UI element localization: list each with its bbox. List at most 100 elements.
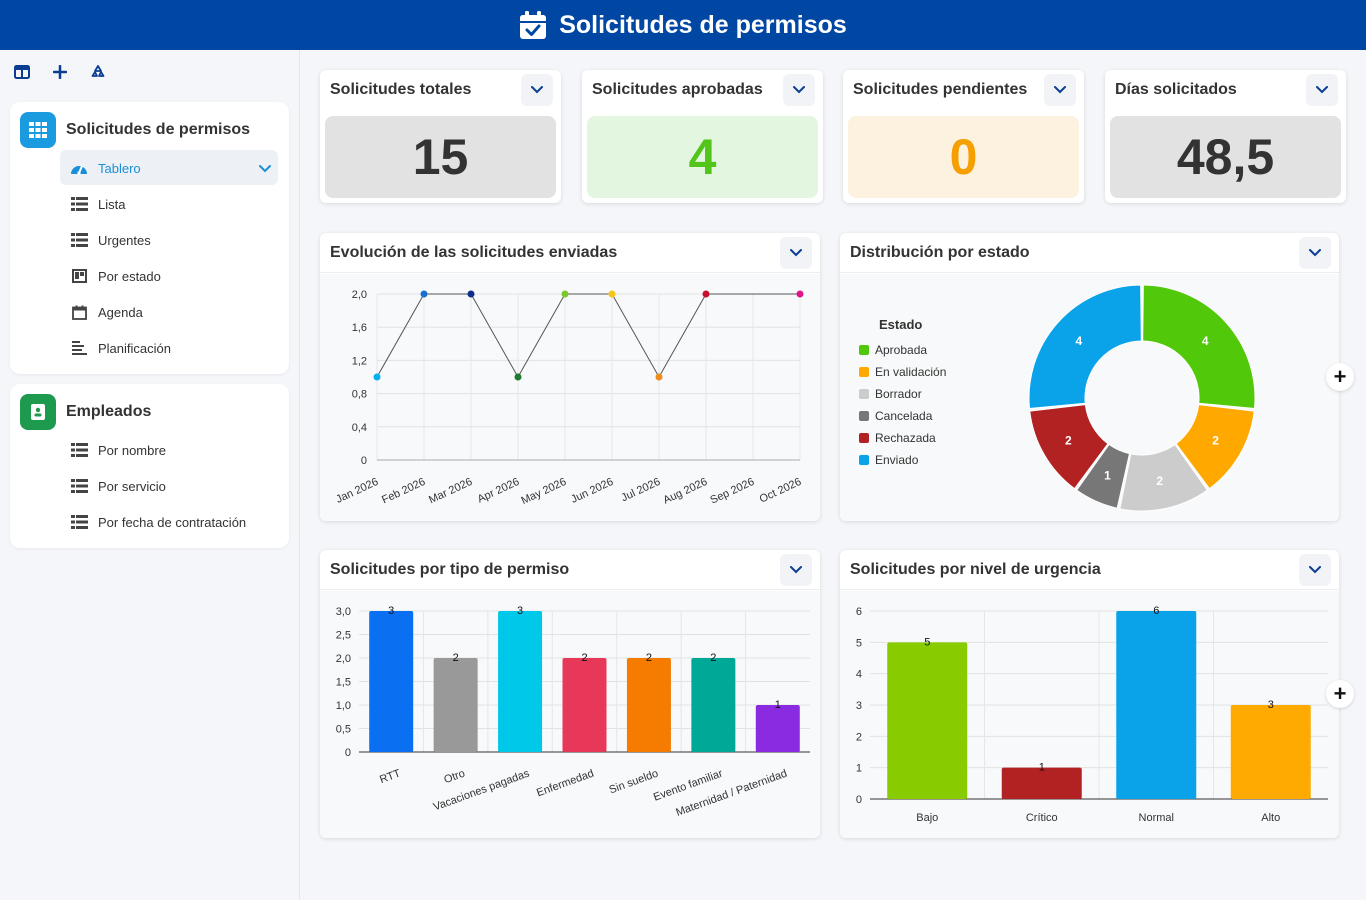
- card-menu-button[interactable]: [780, 553, 812, 586]
- chevron-down-icon: [1309, 565, 1321, 573]
- kpi-value: 4: [587, 116, 818, 198]
- y-tick-label: 1,0: [336, 700, 351, 712]
- add-widget-button[interactable]: +: [1326, 680, 1354, 708]
- chart-card-tipo-permiso: Solicitudes por tipo de permiso 3,0 2,5 2,…: [320, 550, 820, 838]
- plus-icon: +: [1333, 681, 1347, 706]
- legend-swatch: [859, 345, 869, 355]
- sidebar-item-agenda[interactable]: Agenda: [10, 294, 289, 330]
- x-tick-label: Bajo: [916, 812, 938, 824]
- toggle-panel-icon[interactable]: [12, 62, 32, 82]
- card-header: Distribución por estado: [840, 233, 1339, 273]
- bar-chart: 6 5 4 3 2 1 0 5 Bajo 1 Crítico 6 Normal 3 Alto: [856, 605, 1328, 824]
- card-menu-button[interactable]: [1299, 236, 1331, 269]
- x-tick-label: Crítico: [1026, 812, 1058, 824]
- gantt-icon: [70, 340, 88, 356]
- card-menu-button[interactable]: [1306, 74, 1338, 106]
- bar: [562, 658, 607, 752]
- bar: [626, 658, 671, 752]
- chevron-down-icon[interactable]: [259, 161, 271, 176]
- sidebar-item-por-nombre[interactable]: Por nombre: [10, 432, 289, 468]
- slice-label: 4: [1075, 334, 1082, 348]
- nav-group-header[interactable]: Solicitudes de permisos: [10, 110, 289, 150]
- data-label: 2: [453, 652, 459, 664]
- sidebar-item-label: Tablero: [98, 160, 141, 176]
- chart-title: Distribución por estado: [850, 243, 1030, 261]
- legend-swatch: [859, 433, 869, 443]
- bar: [755, 705, 800, 752]
- series-line: [376, 293, 800, 379]
- card-menu-button[interactable]: [783, 74, 815, 106]
- card-menu-button[interactable]: [1299, 553, 1331, 586]
- data-label: 1: [1039, 762, 1045, 774]
- slice-label: 1: [1104, 469, 1111, 483]
- nav-group-header[interactable]: Empleados: [10, 392, 289, 432]
- donut-chart: Estado Aprobada En validación Borrador Cance…: [859, 284, 1256, 512]
- kpi-value: 48,5: [1110, 116, 1341, 198]
- data-point: [373, 373, 381, 381]
- chart-area: 2,0 1,6 1,2 0,8 0,4 0 Jan 2026 Feb 2026 Mar 2026…: [320, 274, 820, 521]
- grid-icon: [20, 112, 56, 148]
- recycle-icon[interactable]: [88, 62, 108, 82]
- sidebar-item-label: Por estado: [98, 268, 161, 284]
- add-icon[interactable]: [50, 62, 70, 82]
- data-label: 1: [775, 699, 781, 711]
- card-menu-button[interactable]: [521, 74, 553, 106]
- card-menu-button[interactable]: [780, 236, 812, 269]
- chart-area: 3,0 2,5 2,0 1,5 1,0 0,5 0 3 RTT 2 Otro 3 Vacaciones …: [320, 591, 820, 838]
- data-point: [608, 290, 616, 298]
- sidebar-item-urgentes[interactable]: Urgentes: [10, 222, 289, 258]
- x-tick-label: Otro: [442, 768, 466, 787]
- y-tick-label: 2: [856, 731, 862, 743]
- donut-slice: [1028, 284, 1142, 410]
- y-tick-label: 2,0: [352, 289, 367, 301]
- kpi-title: Solicitudes totales: [330, 81, 472, 98]
- donut-slice: [1029, 404, 1109, 490]
- sidebar: Solicitudes de permisos Tablero Lista Ur…: [0, 50, 300, 900]
- bar-chart: 3,02,52,01,51,00,503RTT2Otro3Vacaciones …: [336, 605, 810, 819]
- card-header: Solicitudes por tipo de permiso: [320, 550, 820, 590]
- y-tick-label: 1,6: [352, 322, 367, 334]
- card-menu-button[interactable]: [1044, 74, 1076, 106]
- data-point: [796, 290, 804, 298]
- chevron-down-icon: [793, 86, 805, 94]
- bar: [369, 611, 414, 752]
- legend-swatch: [859, 389, 869, 399]
- slice-label: 2: [1156, 474, 1163, 488]
- calendar-icon: [70, 304, 88, 320]
- sidebar-item-por-estado[interactable]: Por estado: [10, 258, 289, 294]
- sidebar-item-por-fecha-contratacion[interactable]: Por fecha de contratación: [10, 504, 289, 540]
- data-point: [655, 373, 663, 381]
- sidebar-item-por-servicio[interactable]: Por servicio: [10, 468, 289, 504]
- bar: [887, 642, 968, 799]
- data-point: [514, 373, 522, 381]
- table-icon: [70, 514, 88, 530]
- sidebar-item-tablero[interactable]: Tablero: [10, 150, 289, 186]
- slice-label: 2: [1065, 434, 1072, 448]
- y-tick-label: 0,8: [352, 389, 367, 401]
- legend-title: Estado: [879, 317, 922, 332]
- chevron-down-icon: [531, 86, 543, 94]
- data-point: [420, 290, 428, 298]
- slice-label: 4: [1202, 334, 1209, 348]
- chevron-down-icon: [1054, 86, 1066, 94]
- x-tick-label: Normal: [1139, 812, 1174, 824]
- app-header: Solicitudes de permisos: [0, 0, 1366, 50]
- x-tick-label: Apr 2026: [476, 476, 522, 506]
- kpi-card-aprobadas: Solicitudes aprobadas 4: [582, 70, 823, 203]
- bar: [1230, 705, 1311, 799]
- legend-swatch: [859, 367, 869, 377]
- x-tick-label: Maternidad / Paternidad: [674, 768, 788, 819]
- kpi-value: 0: [848, 116, 1079, 198]
- donut-slice: [1175, 404, 1255, 490]
- dashboard-icon: [70, 160, 88, 176]
- sidebar-item-lista[interactable]: Lista: [10, 186, 289, 222]
- donut-slice: [1075, 443, 1131, 509]
- bar: [1116, 611, 1197, 799]
- x-tick-label: Alto: [1261, 812, 1280, 824]
- sidebar-item-planificacion[interactable]: Planificación: [10, 330, 289, 366]
- kpi-card-pendientes: Solicitudes pendientes 0: [843, 70, 1084, 203]
- add-widget-button[interactable]: +: [1326, 363, 1354, 391]
- y-tick-label: 6: [856, 606, 862, 618]
- donut-slice: [1119, 443, 1209, 512]
- table-icon: [70, 442, 88, 458]
